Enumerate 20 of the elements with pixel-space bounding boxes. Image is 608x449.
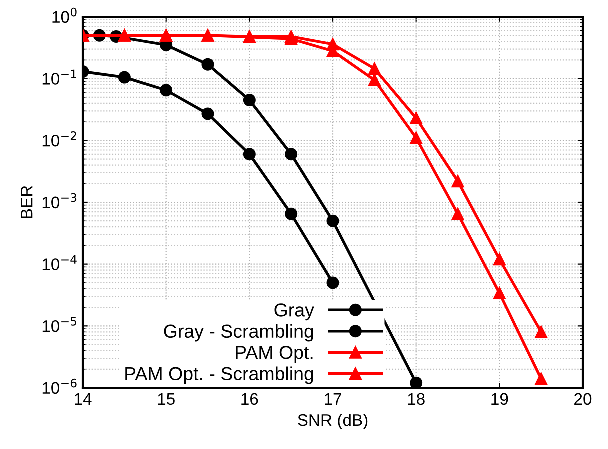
y-tick-label: 10$^{−4}$ (42, 255, 77, 270)
y-tick-label: 10$^{−1}$ (42, 70, 76, 85)
y-tick-label: 10$^{−3}$ (42, 193, 77, 209)
y-tick-label: 10$^{0}$ (52, 8, 77, 24)
legend-label: Gray - Scrambling (164, 324, 314, 342)
x-tick-label: 20 (574, 393, 592, 406)
y-axis-title: BER (21, 186, 33, 218)
legend-label: PAM Opt. - Scrambling (126, 366, 314, 384)
y-tick-label: 10$^{−6}$ (42, 378, 77, 394)
x-tick-label: 16 (242, 393, 258, 406)
x-tick-label: 14 (75, 393, 92, 405)
x-axis-title: SNR (dB) (298, 414, 368, 430)
y-tick-label: 10$^{−2}$ (42, 132, 76, 147)
y-tick-label: 10$^{−5}$ (42, 317, 77, 332)
x-tick-label: 18 (408, 393, 425, 406)
legend-label: PAM Opt. (236, 346, 313, 364)
x-tick-label: 19 (492, 393, 508, 406)
x-tick-label: 15 (158, 393, 175, 406)
x-tick-label: 17 (325, 393, 342, 405)
legend-label: Gray (274, 304, 314, 321)
